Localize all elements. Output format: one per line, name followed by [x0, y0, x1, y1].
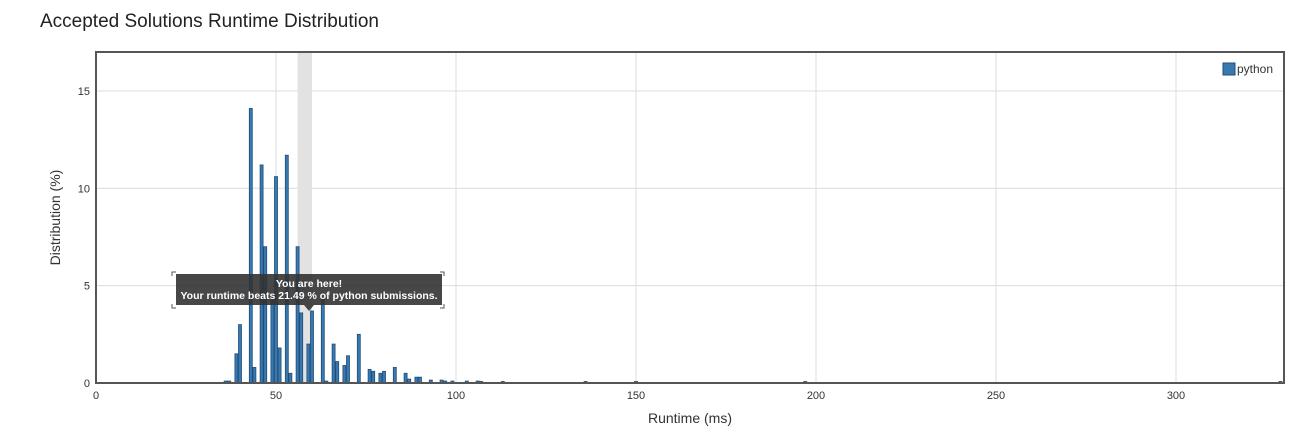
tooltip-box [176, 274, 442, 305]
bar[interactable] [259, 164, 264, 384]
x-tick-label: 150 [627, 390, 645, 402]
bar[interactable] [288, 372, 293, 384]
bars-layer [223, 108, 1283, 384]
legend[interactable]: python [1222, 62, 1273, 76]
tooltip-bracket [171, 271, 445, 309]
bar[interactable] [284, 154, 289, 384]
bar[interactable] [382, 370, 386, 384]
tooltip-title: You are here! [276, 278, 342, 290]
tooltip-pointer [304, 305, 314, 311]
bar[interactable] [335, 361, 340, 384]
legend-label-python: python [1237, 62, 1273, 76]
bar[interactable] [320, 298, 325, 384]
bar[interactable] [263, 246, 268, 384]
bar[interactable] [270, 294, 275, 384]
page-title: Accepted Solutions Runtime Distribution [40, 11, 380, 32]
bar[interactable] [331, 343, 336, 384]
bar[interactable] [295, 246, 300, 384]
plot-frame [95, 51, 1285, 384]
bar[interactable] [310, 310, 314, 384]
y-tick-label: 5 [84, 281, 90, 293]
bar[interactable] [356, 333, 361, 384]
bar[interactable] [371, 370, 376, 384]
bar[interactable] [342, 365, 347, 384]
bar[interactable] [403, 372, 408, 384]
y-tick-label: 15 [78, 86, 90, 98]
bar[interactable] [238, 324, 242, 384]
x-tick-label: 50 [270, 390, 282, 402]
bar[interactable] [392, 367, 397, 384]
bar[interactable] [277, 347, 282, 384]
x-tick-label: 300 [1167, 390, 1185, 402]
x-tick-label: 200 [807, 390, 825, 402]
y-axis-ticks: 0 5 10 15 [78, 86, 90, 390]
bar[interactable] [367, 368, 372, 384]
y-tick-label: 10 [78, 183, 90, 195]
tooltip: You are here! Your runtime beats 21.49 %… [171, 271, 445, 311]
tooltip-message: Your runtime beats 21.49 % of python sub… [180, 290, 437, 302]
x-axis-ticks: 0 50 100 150 200 250 300 [93, 390, 1185, 402]
x-axis-label: Runtime (ms) [648, 410, 732, 426]
x-tick-label: 250 [987, 390, 1005, 402]
bar[interactable] [234, 353, 239, 384]
y-axis-label: Distribution (%) [47, 170, 63, 266]
y-tick-label: 0 [84, 378, 90, 390]
bar[interactable] [252, 367, 257, 384]
bar[interactable] [378, 372, 383, 384]
bar[interactable] [248, 108, 253, 384]
legend-swatch-python [1222, 62, 1236, 76]
bar[interactable] [346, 355, 350, 384]
bar[interactable] [299, 312, 304, 384]
x-tick-label: 100 [447, 390, 465, 402]
x-tick-label: 0 [93, 390, 99, 402]
bar[interactable] [306, 343, 311, 384]
